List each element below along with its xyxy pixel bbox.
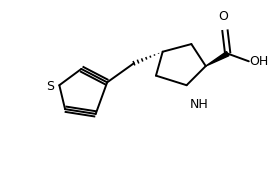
Text: NH: NH [190,98,208,111]
Text: S: S [46,80,54,93]
Text: O: O [218,10,228,23]
Text: OH: OH [250,55,269,68]
Polygon shape [206,51,229,66]
